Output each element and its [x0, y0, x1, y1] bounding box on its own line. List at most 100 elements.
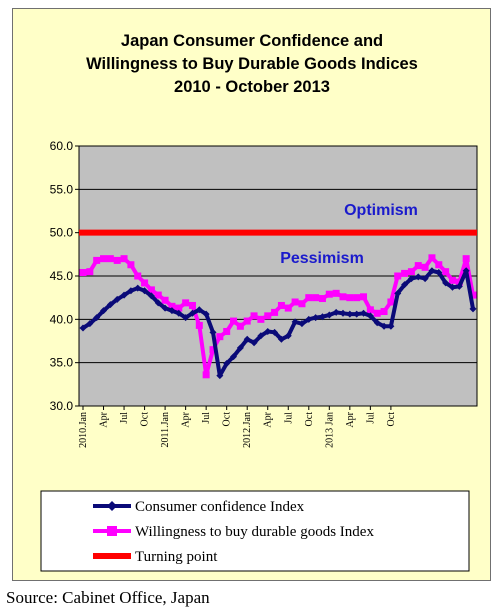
- consumer-confidence-series-point: [175, 309, 183, 317]
- willingness-series-point: [216, 333, 224, 341]
- willingness-series-point: [298, 300, 306, 308]
- willingness-series-point: [243, 317, 251, 325]
- willingness-series-point: [113, 256, 121, 264]
- consumer-confidence-series-point: [113, 295, 121, 303]
- consumer-confidence-series-point: [469, 305, 477, 313]
- x-tick-label: 2011.Jan: [160, 412, 171, 447]
- consumer-confidence-series-point: [79, 324, 87, 332]
- willingness-series-point: [448, 276, 456, 284]
- willingness-series-point: [407, 268, 415, 276]
- consumer-confidence-series-point: [366, 312, 374, 320]
- consumer-confidence-series-point: [312, 314, 320, 322]
- chart-svg: Japan Consumer Confidence and Willingness…: [40, 32, 478, 572]
- consumer-confidence-series-point: [106, 301, 114, 309]
- consumer-confidence-series-point: [100, 307, 108, 315]
- consumer-confidence-series-point: [387, 322, 395, 330]
- willingness-series-point: [318, 295, 326, 303]
- willingness-series-point: [305, 294, 313, 302]
- consumer-confidence-series-point: [421, 275, 429, 283]
- consumer-confidence-series-point: [154, 299, 162, 307]
- consumer-confidence-series-point: [401, 281, 409, 289]
- consumer-confidence-series-point: [346, 310, 354, 318]
- willingness-series-point: [442, 268, 450, 276]
- consumer-confidence-series-point: [353, 310, 361, 318]
- consumer-confidence-series-point: [435, 269, 443, 277]
- willingness-series-point: [223, 327, 231, 335]
- willingness-series-point: [394, 272, 402, 280]
- willingness-series-point: [236, 322, 244, 330]
- consumer-confidence-series-point: [394, 289, 402, 297]
- consumer-confidence-series-point: [264, 327, 272, 335]
- willingness-series-point: [401, 269, 409, 277]
- willingness-series-point: [277, 301, 285, 309]
- x-tick-label: Apr: [345, 411, 356, 427]
- willingness-series-point: [312, 294, 320, 302]
- willingness-series-point: [271, 308, 279, 316]
- consumer-confidence-series-point: [243, 335, 251, 343]
- x-tick-label: Jul: [365, 412, 376, 424]
- consumer-confidence-series-point: [284, 332, 292, 340]
- willingness-series-point: [346, 294, 354, 302]
- chart-title: Japan Consumer Confidence and Willingness…: [86, 32, 418, 96]
- legend: Consumer confidence Index Willingness to …: [40, 490, 470, 572]
- willingness-series-point: [435, 261, 443, 269]
- willingness-series-point: [120, 255, 128, 263]
- y-gridlines: [79, 145, 477, 407]
- consumer-confidence-series-point: [373, 319, 381, 327]
- consumer-confidence-series-point: [442, 279, 450, 287]
- consumer-confidence-series-point: [93, 314, 101, 322]
- y-tick-label: 50.0: [50, 226, 74, 240]
- consumer-confidence-series-point: [339, 309, 347, 317]
- x-tick-label: Jul: [119, 412, 130, 424]
- consumer-confidence-series-point: [462, 267, 470, 275]
- willingness-series-point: [366, 306, 374, 314]
- x-tick-label: Apr: [181, 411, 192, 427]
- consumer-confidence-series-point: [120, 291, 128, 299]
- willingness-series-point: [469, 291, 477, 299]
- consumer-confidence-series-point: [325, 311, 333, 319]
- consumer-confidence-series-point: [182, 314, 190, 322]
- willingness-series-point: [161, 296, 169, 304]
- consumer-confidence-series-point: [380, 322, 388, 330]
- source-note: Source: Cabinet Office, Japan: [6, 588, 210, 607]
- y-tick-label: 35.0: [50, 356, 74, 370]
- willingness-series-point: [127, 261, 135, 269]
- consumer-confidence-series-point: [161, 304, 169, 312]
- x-tick-label: Apr: [263, 411, 274, 427]
- consumer-confidence-series-point: [127, 287, 135, 295]
- consumer-confidence-series-point: [223, 360, 231, 368]
- willingness-series-point: [284, 304, 292, 312]
- willingness-series-point: [168, 302, 176, 310]
- consumer-confidence-series-point: [428, 267, 436, 275]
- consumer-confidence-series-point: [414, 273, 422, 281]
- consumer-confidence-series-point: [277, 335, 285, 343]
- consumer-confidence-series-point: [86, 320, 94, 328]
- consumer-confidence-series-point: [291, 318, 299, 326]
- x-tick-label: 2013 Jan: [324, 412, 335, 448]
- willingness-series-point: [230, 317, 238, 325]
- willingness-series-point: [209, 346, 217, 354]
- willingness-series-point: [147, 286, 155, 294]
- willingness-series-point: [106, 255, 114, 263]
- willingness-series-point: [462, 255, 470, 263]
- x-axis-ticks: 2010.Jan Apr Jul Oct 2011.Jan Apr Jul Oct 2012.J…: [78, 406, 397, 448]
- willingness-series-point: [257, 315, 265, 323]
- chart-frame: Japan Consumer Confidence and Willingness…: [12, 8, 491, 581]
- x-tick-label: Oct: [140, 412, 151, 427]
- consumer-confidence-series-point: [250, 339, 258, 347]
- consumer-confidence-series-point: [188, 309, 196, 317]
- willingness-series-point: [86, 268, 94, 276]
- consumer-confidence-series-point: [141, 287, 149, 295]
- title-line: Willingness to Buy Durable Goods Indices: [86, 55, 418, 73]
- series-lines: [79, 229, 477, 380]
- consumer-confidence-series-point: [332, 308, 340, 316]
- willingness-series-point: [414, 262, 422, 270]
- legend-turning-point-label: Turning point: [135, 549, 218, 565]
- willingness-series-point: [373, 309, 381, 317]
- legend-willingness-label: Willingness to buy durable goods Index: [135, 524, 374, 540]
- legend-willingness-marker: [107, 526, 117, 536]
- consumer-confidence-series-point: [147, 292, 155, 300]
- x-tick-label: 2010.Jan: [78, 412, 89, 448]
- x-tick-label: Oct: [386, 412, 397, 427]
- legend-consumer-confidence-label: Consumer confidence Index: [135, 499, 305, 515]
